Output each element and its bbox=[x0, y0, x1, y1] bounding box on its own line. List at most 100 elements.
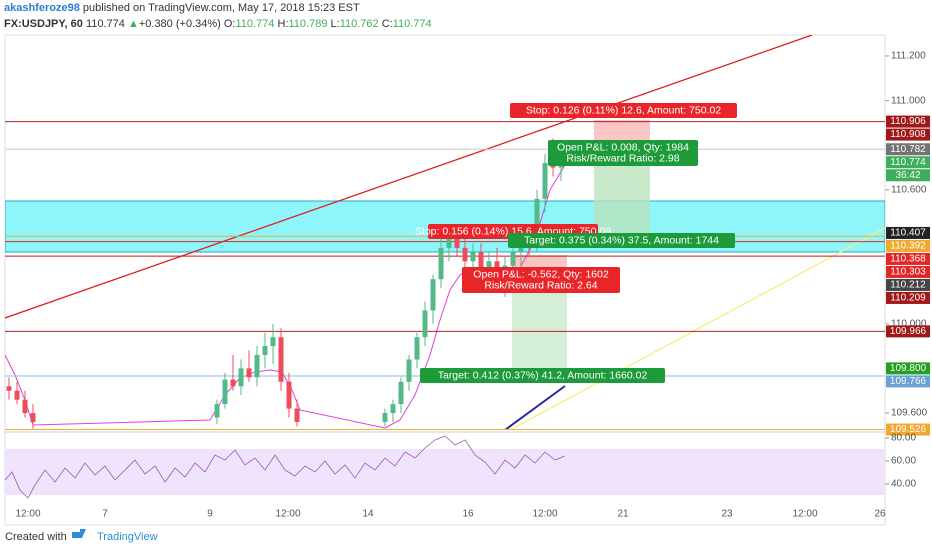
annotation-text: Risk/Reward Ratio: 2.98 bbox=[566, 152, 679, 164]
annotation: Target: 0.412 (0.37%) 41.2, Amount: 1660… bbox=[420, 368, 665, 383]
target-zone bbox=[512, 290, 567, 370]
annotation-text: Target: 0.412 (0.37%) 41.2, Amount: 1660… bbox=[438, 369, 648, 381]
price-label-text: 109.800 bbox=[890, 363, 927, 374]
price-label-bg bbox=[886, 291, 930, 304]
x-tick-label: 26 bbox=[874, 509, 886, 520]
price-label-text: 110.906 bbox=[890, 116, 926, 127]
price-label-bg bbox=[886, 423, 930, 436]
candle-body bbox=[246, 368, 252, 378]
candle-body bbox=[6, 386, 12, 391]
ohlc-value: 110.774 bbox=[392, 18, 432, 30]
price-label-text: 36:42 bbox=[895, 170, 920, 181]
price-label-text: 110.303 bbox=[890, 267, 926, 278]
y-tick-label: 40.00 bbox=[891, 479, 916, 490]
ohlc-value: 110.762 bbox=[339, 18, 379, 30]
annotation-bg bbox=[548, 140, 698, 166]
ohlc-key: C: bbox=[381, 18, 393, 30]
x-tick-label: 7 bbox=[102, 509, 108, 520]
candle-body bbox=[22, 399, 28, 414]
candle-body bbox=[534, 198, 540, 248]
candle-body bbox=[294, 408, 300, 422]
candle-body bbox=[414, 337, 420, 360]
price-label-bg bbox=[886, 278, 930, 291]
price-label-text: 110.368 bbox=[890, 254, 926, 265]
price-label: 110.774 bbox=[886, 156, 930, 169]
footer-brand[interactable]: TradingView bbox=[97, 531, 158, 543]
price-label-text: 110.908 bbox=[890, 129, 926, 140]
price-label-bg bbox=[886, 169, 930, 182]
footer-bg bbox=[0, 528, 932, 550]
y-tick-label: 80.00 bbox=[891, 433, 916, 444]
price-label-bg bbox=[886, 143, 930, 156]
price-label-text: 110.392 bbox=[890, 241, 926, 252]
y-tick-label: 110.600 bbox=[891, 185, 927, 196]
x-axis: 12:00 7 9 12:00 14 16 12:00 21 23 12:00 26 bbox=[15, 509, 886, 520]
author[interactable]: akashferoze98 bbox=[4, 2, 80, 14]
quote-line: FX:USDJPY, 60 110.774 ▲+0.380 (+0.34%) O… bbox=[4, 18, 435, 30]
candle-body bbox=[222, 379, 228, 405]
price-label: 110.212 bbox=[886, 278, 930, 291]
candle-body bbox=[446, 238, 452, 248]
candle-body bbox=[542, 163, 548, 199]
annotation-bg bbox=[420, 368, 665, 383]
frame bbox=[4, 34, 886, 526]
annotation-text: Open P&L: -0.562, Qty: 1602 bbox=[473, 268, 609, 280]
price-label-text: 110.209 bbox=[890, 293, 926, 304]
price-label-bg bbox=[886, 362, 930, 375]
candle-body bbox=[510, 252, 516, 266]
price-label-text: 109.526 bbox=[890, 424, 927, 435]
price-label: 36:42 bbox=[886, 169, 930, 182]
candle-body bbox=[382, 413, 388, 422]
candle-body bbox=[262, 346, 268, 356]
x-tick-label: 16 bbox=[462, 509, 474, 520]
candle-body bbox=[430, 279, 436, 311]
annotation-text: Target: 0.375 (0.34%) 37.5, Amount: 1744 bbox=[524, 234, 719, 246]
header-line: akashferoze98 published on TradingView.c… bbox=[4, 2, 360, 14]
price-label-bg bbox=[886, 265, 930, 278]
annotation: Target: 0.375 (0.34%) 37.5, Amount: 1744 bbox=[508, 233, 735, 248]
price-label: 110.209 bbox=[886, 291, 930, 304]
price-label-bg bbox=[886, 128, 930, 141]
annotation-bg bbox=[462, 267, 620, 293]
trend-line bbox=[5, 35, 813, 319]
ohlc: O:110.774 H:110.789 L:110.762 C:110.774 bbox=[224, 18, 435, 30]
logo bbox=[72, 529, 86, 538]
price-label-bg bbox=[886, 375, 930, 388]
rsi-line bbox=[4, 435, 566, 499]
change: +0.380 (+0.34%) bbox=[138, 18, 221, 30]
candle-body bbox=[390, 404, 396, 414]
candle-body bbox=[398, 381, 404, 405]
price-label: 109.800 bbox=[886, 362, 930, 375]
candle-body bbox=[438, 247, 444, 280]
x-tick-label: 9 bbox=[207, 509, 213, 520]
price-label-text: 109.966 bbox=[890, 326, 927, 337]
candle-body bbox=[278, 337, 284, 382]
ohlc-key: H: bbox=[277, 18, 289, 30]
price-label-text: 110.407 bbox=[890, 228, 926, 239]
candle-body bbox=[30, 413, 36, 422]
price-label-bg bbox=[886, 156, 930, 169]
price-label: 110.392 bbox=[886, 239, 930, 252]
last: 110.774 bbox=[85, 18, 125, 30]
annotation-text: Risk/Reward Ratio: 2.64 bbox=[484, 279, 597, 291]
symbol: FX:USDJPY, 60 bbox=[4, 18, 83, 30]
rsi-band bbox=[5, 449, 885, 495]
trend-line bbox=[509, 227, 885, 430]
price-label: 110.908 bbox=[886, 128, 930, 141]
x-tick-label: 12:00 bbox=[15, 509, 40, 520]
y-tick-label: 60.00 bbox=[891, 456, 916, 467]
annotation-bg bbox=[510, 103, 737, 118]
y-tick-label: 110.000 bbox=[891, 318, 927, 329]
candle-body bbox=[406, 359, 412, 382]
candle-body bbox=[286, 381, 292, 409]
price-label-bg bbox=[886, 115, 930, 128]
y-tick-label: 109.600 bbox=[891, 408, 928, 419]
candle-body bbox=[462, 247, 468, 262]
x-tick-label: 12:00 bbox=[792, 509, 817, 520]
annotation-bg bbox=[508, 233, 735, 248]
price-label-bg bbox=[886, 325, 930, 338]
annotation-text: Stop: 0.126 (0.11%) 12.6, Amount: 750.02 bbox=[526, 104, 722, 116]
candle-body bbox=[14, 390, 20, 400]
